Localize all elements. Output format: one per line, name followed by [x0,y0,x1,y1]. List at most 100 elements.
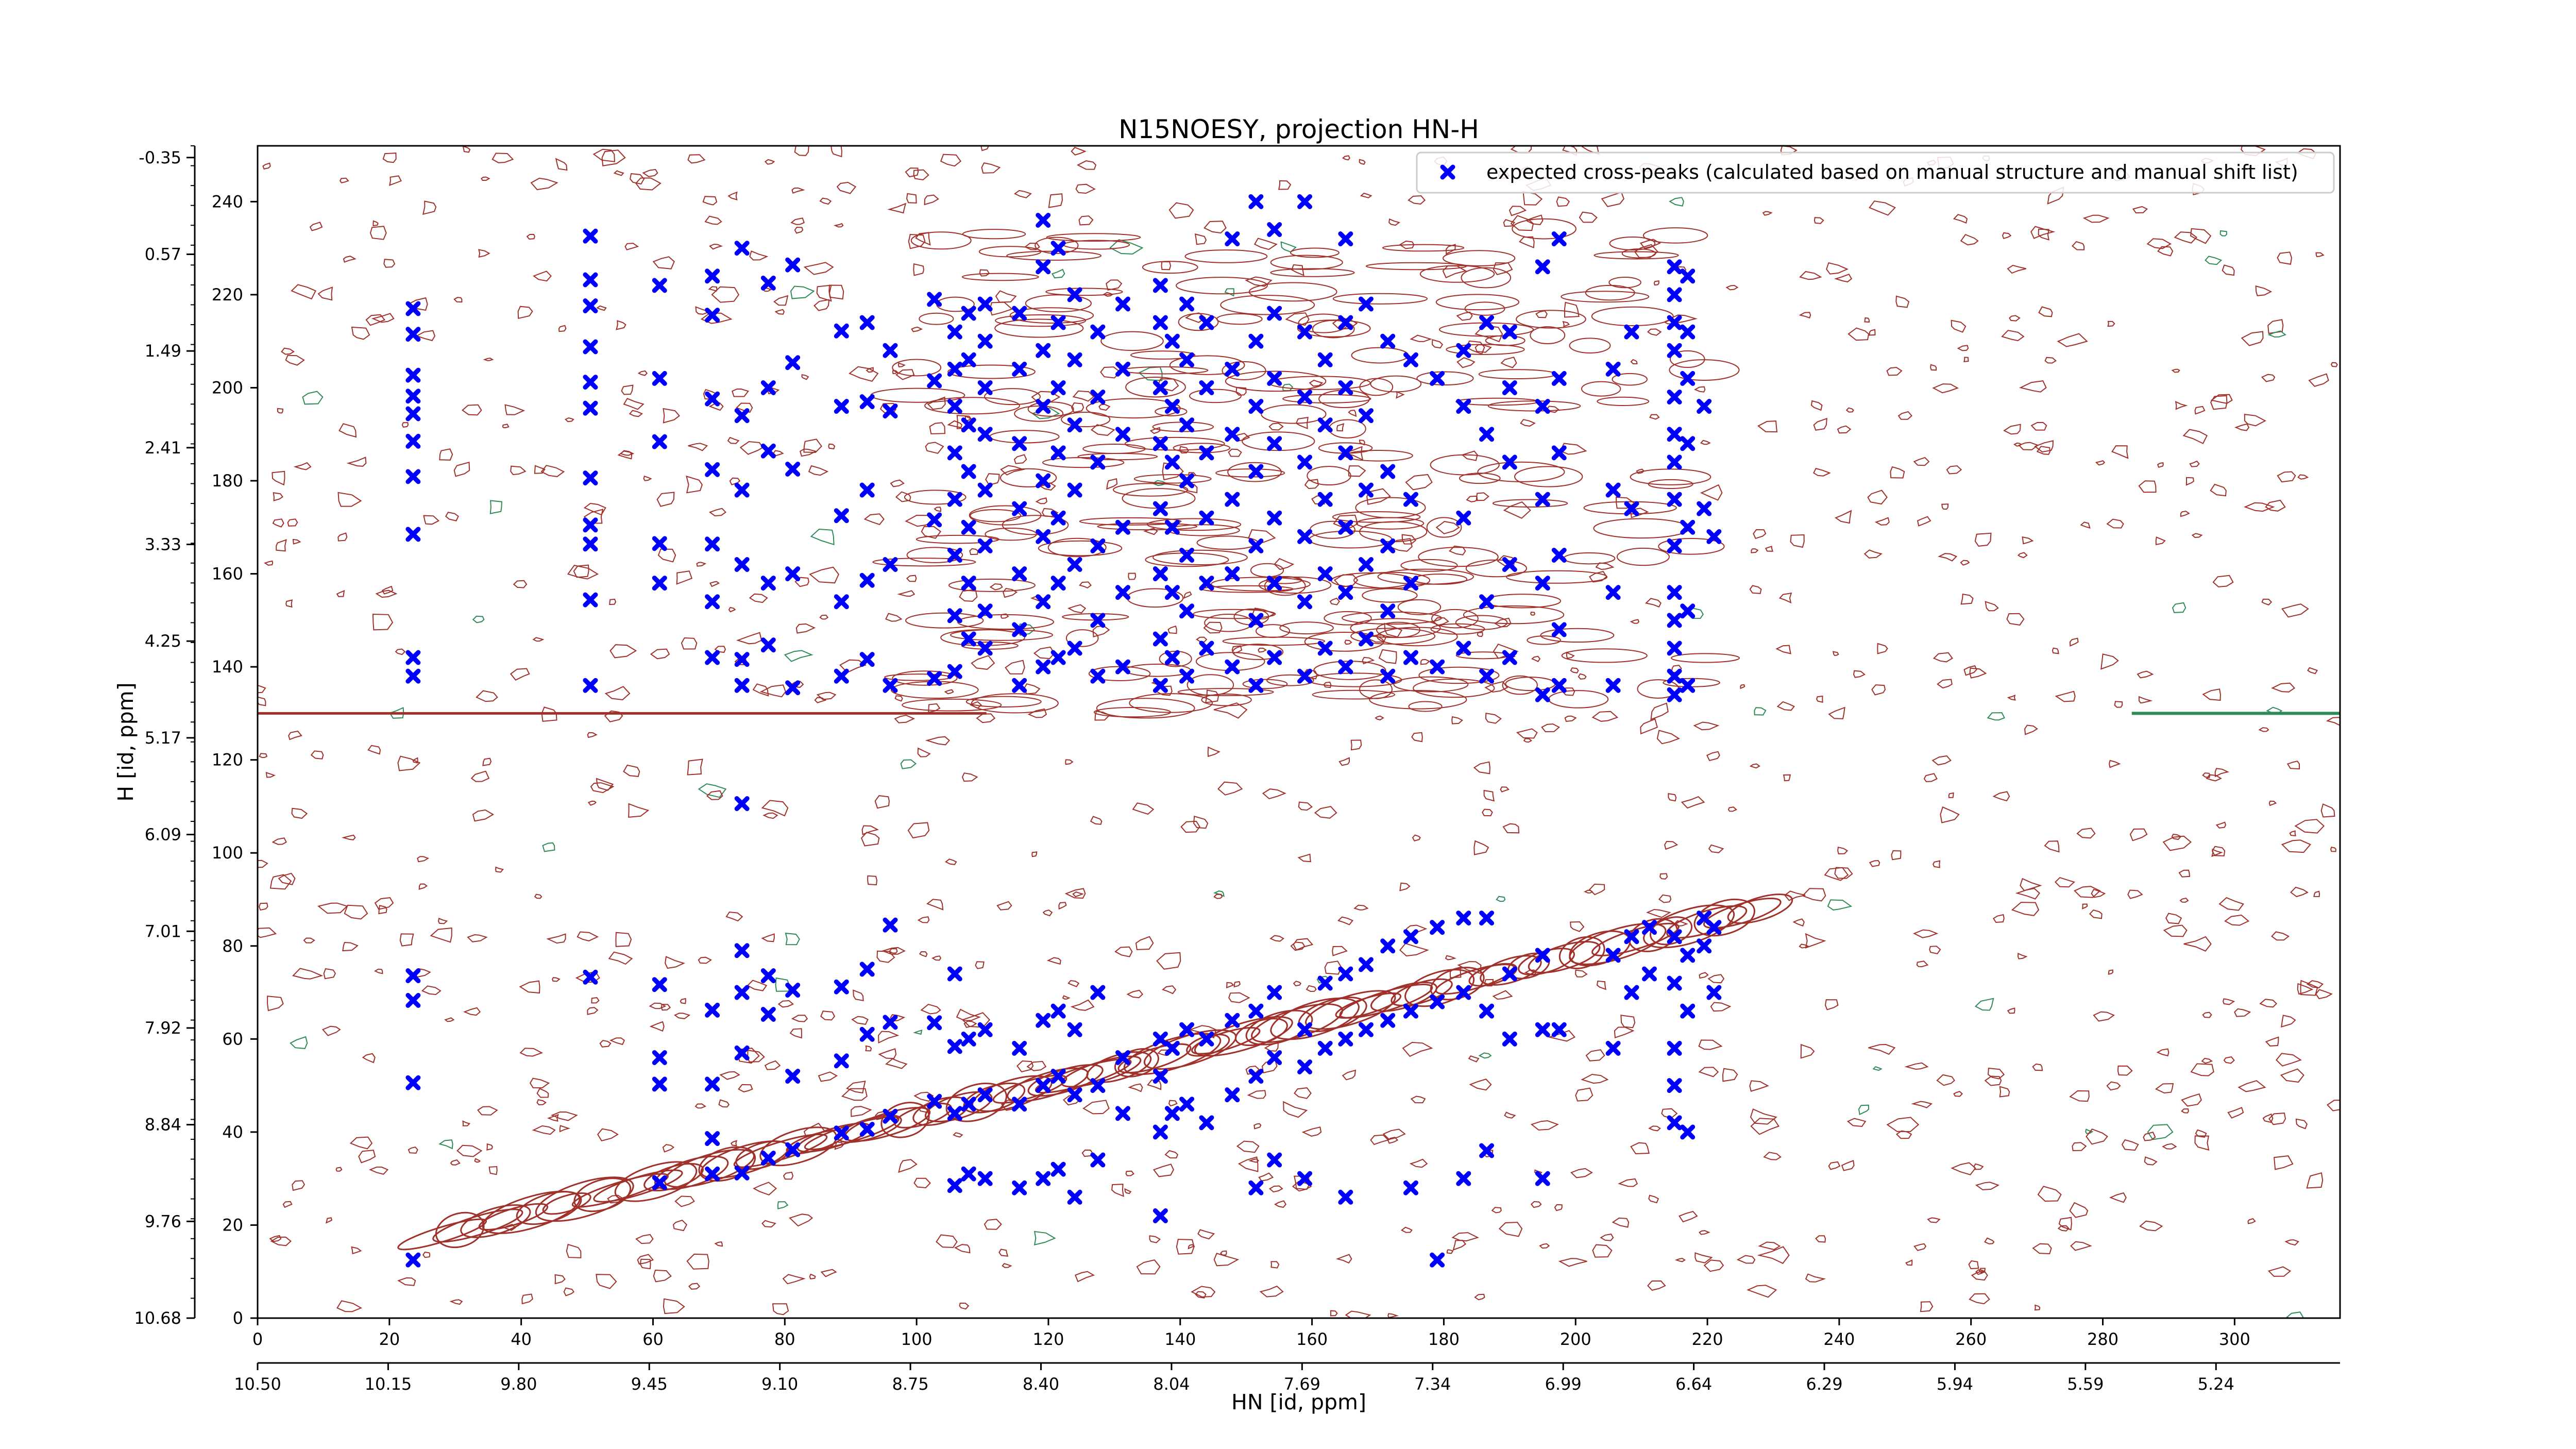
noise-contour [1247,1090,1266,1099]
band-contour [1609,236,1656,250]
band-contour [1324,611,1372,626]
noise-contour [834,1141,844,1150]
cross-peak-marker [1641,920,1657,935]
noise-contour [738,1084,753,1092]
noise-contour [2189,460,2200,467]
x-ppm-tick-label: 8.04 [1153,1374,1190,1394]
cross-peak-marker [652,977,667,992]
noise-contour [1402,1041,1433,1057]
diagonal-contour [1727,894,1793,924]
noise-contour [438,1139,453,1150]
noise-contour [1765,546,1773,552]
noise-contour [810,528,835,546]
cross-peak-marker [947,664,962,679]
noise-contour [1601,191,1625,208]
noise-contour [649,1021,665,1032]
cross-peak-marker [1535,1171,1550,1186]
noise-contour [1072,891,1084,898]
noise-contour [1370,1134,1389,1145]
noise-contour [727,436,740,444]
noise-contour [2093,1011,2115,1022]
cross-peak-marker [705,536,720,552]
noise-contour [1827,899,1853,911]
noise-contour [269,874,292,890]
noise-contour [1911,1101,1933,1108]
noise-contour [2017,953,2028,959]
noise-contour [1197,1229,1215,1240]
noise-contour [1161,261,1172,271]
diagonal-contour [759,1126,837,1167]
band-contour [1377,568,1474,585]
noise-contour [482,757,492,766]
cross-peak-marker [1164,650,1180,665]
band-contour [1621,248,1656,259]
band-contour [1146,518,1242,531]
cross-peak-marker [1697,501,1712,516]
noise-contour [1293,981,1302,987]
noise-contour [1033,646,1055,660]
noise-contour [2007,694,2016,701]
noise-contour [954,1244,971,1254]
band-contour [1227,462,1282,482]
noise-contour [761,800,789,817]
noise-contour [2143,1132,2156,1141]
x-ppm-tick-label: 5.24 [2198,1374,2234,1394]
noise-contour [2171,368,2180,373]
cross-peak-marker [734,482,750,498]
noise-contour [372,220,379,227]
noise-contour [533,271,552,282]
noise-contour [1815,1235,1826,1243]
noise-contour [1466,495,1478,502]
noise-contour [839,659,867,673]
noise-contour [1337,916,1353,925]
noise-contour [346,457,367,467]
noise-contour [1051,268,1065,279]
noise-contour [1136,1259,1161,1275]
noise-contour [1547,1030,1575,1042]
noise-contour [489,500,502,514]
band-contour [1225,370,1327,392]
noise-contour [1375,715,1384,721]
cross-peak-marker [859,962,875,977]
noise-contour [342,941,359,952]
band-contour [1616,547,1670,566]
cross-peak-marker [652,1175,667,1190]
noise-contour [2265,1036,2279,1047]
noise-contour [532,1125,556,1135]
noise-contour [1993,914,2005,923]
cross-peak-marker [1153,566,1168,582]
cross-peak-marker [1036,212,1051,228]
band-contour [1266,674,1314,686]
noise-contour [2107,321,2115,327]
band-contour [1312,689,1396,700]
noise-contour [264,560,274,566]
noise-contour [711,286,739,303]
y-tick-label: 20 [222,1215,243,1235]
noise-contour [686,1253,709,1270]
cross-peak-marker [1090,668,1106,684]
noise-contour [794,577,809,587]
noise-contour [258,860,268,868]
noise-contour [285,599,293,608]
cross-peak-marker [785,257,801,273]
noise-contour [2091,888,2106,898]
noise-contour [290,1036,308,1049]
noise-contour [878,1048,897,1059]
noise-contour [259,753,268,759]
band-contour [892,359,942,377]
noise-contour [1913,457,1930,466]
noise-contour [1592,1244,1613,1258]
cross-peak-marker [1697,399,1712,414]
noise-contour [1699,1230,1710,1235]
noise-contour [1238,1156,1259,1172]
noise-contour [309,222,323,231]
band-contour [1035,237,1079,254]
cross-peak-marker [947,608,962,624]
cross-peak-marker [1403,352,1418,367]
noise-contour [1378,649,1397,664]
band-contour [1430,623,1485,635]
diagonal-contour [1703,897,1782,929]
noise-contour [1703,1259,1724,1272]
noise-contour [719,1071,740,1080]
noise-contour [650,648,670,660]
